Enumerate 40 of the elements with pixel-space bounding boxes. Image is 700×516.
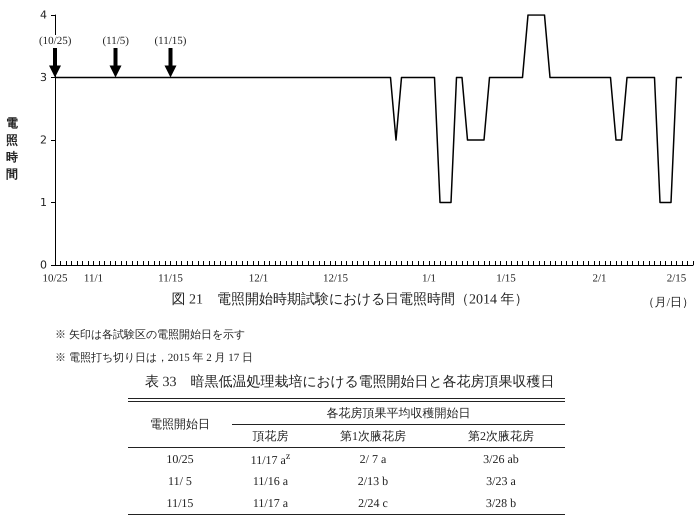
y-axis-title: 電照時間 <box>6 115 19 183</box>
x-axis-title: （月/日） <box>642 295 694 309</box>
text: 11/16 a <box>252 472 290 490</box>
annotation: (10/25) <box>39 34 72 48</box>
text: 各花房頂果平均収穫開始日 <box>232 400 565 424</box>
y-tick-label: 2 <box>40 134 47 146</box>
text: 第1次腋花房 <box>308 424 437 448</box>
text: 2/ 7 a <box>358 450 388 468</box>
y-tick-label: 3 <box>40 71 47 84</box>
text: 2/24 c <box>357 494 389 512</box>
text: ※ 矢印は各試験区の電照開始日を示す <box>55 328 245 342</box>
x-tick-label: 11/15 <box>158 272 184 284</box>
x-tick-label: 1/1 <box>422 272 436 284</box>
y-tick-label: 1 <box>40 196 47 209</box>
text: 10/25 <box>165 450 195 468</box>
annotation: (11/5) <box>102 34 129 48</box>
text: 3/28 b <box>484 494 518 512</box>
x-tick-label: 10/25 <box>42 272 68 284</box>
text: 電照開始日 <box>128 400 232 448</box>
y-tick-label: 4 <box>40 8 47 22</box>
y-tick-label: 0 <box>40 258 47 272</box>
x-tick-label: 11/1 <box>84 272 104 284</box>
text: 2/13 b <box>356 472 390 490</box>
x-tick-label: 12/1 <box>248 272 268 284</box>
x-tick-label: 2/1 <box>592 272 607 284</box>
text: 11/ 5 <box>167 472 193 490</box>
text: 11/15 <box>166 494 194 512</box>
x-tick-label: 12/15 <box>322 272 349 284</box>
text: 頂花房 <box>232 424 309 448</box>
annotation: (11/15) <box>154 34 186 48</box>
text: 第2次腋花房 <box>436 424 565 448</box>
text: 11/17 a <box>252 494 290 512</box>
text: 3/23 a <box>485 472 517 490</box>
text: 図 21 電照開始時期試験における日電照時間（2014 年） <box>172 292 528 308</box>
x-tick-label: 1/15 <box>496 272 516 284</box>
x-tick-label: 2/15 <box>666 272 687 284</box>
text: 表 33 暗黒低温処理栽培における電照開始日と各花房頂果収穫日 <box>145 373 554 391</box>
text: ※ 電照打ち切り日は，2015 年 2 月 17 日 <box>55 351 253 365</box>
text: 11/17 a$^{z}$ <box>250 450 292 468</box>
text: 3/26 ab <box>482 450 520 468</box>
